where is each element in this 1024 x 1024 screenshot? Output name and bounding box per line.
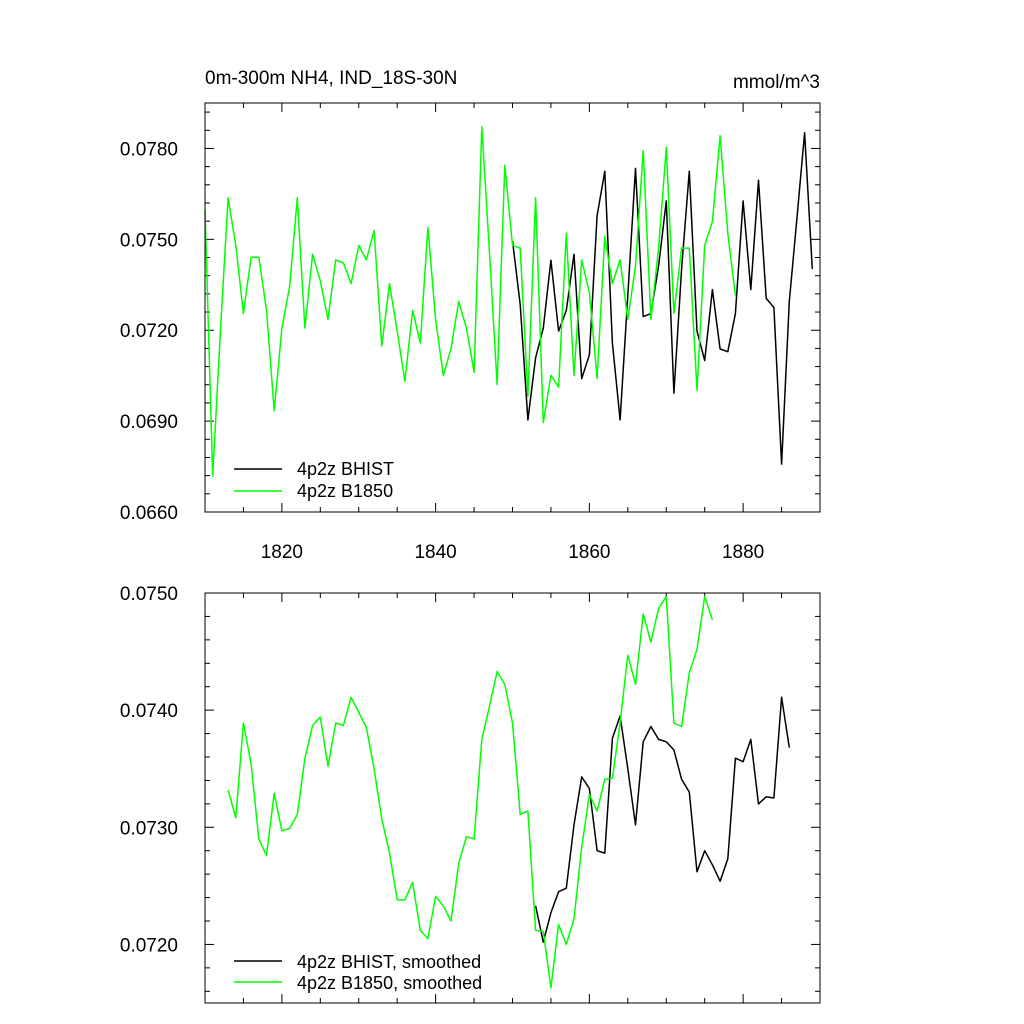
units-label: mmol/m^3: [733, 72, 820, 93]
y-tick-label: 0.0780: [120, 139, 178, 160]
y-tick-label: 0.0720: [120, 321, 178, 342]
top-series-line-0: [511, 131, 814, 465]
top-panel: 0m-300m NH4, IND_18S-30N mmol/m^3 1820 18…: [120, 68, 821, 563]
bottom-series-line-1: [227, 595, 714, 989]
x-tick-label: 1820: [261, 542, 303, 563]
chart-title: 0m-300m NH4, IND_18S-30N: [205, 68, 457, 89]
legend-label-bhist: 4p2z BHIST: [297, 459, 394, 479]
legend-label-bhist-smoothed: 4p2z BHIST, smoothed: [297, 952, 481, 972]
bottom-legend: 4p2z BHIST, smoothed 4p2z B1850, smoothe…: [234, 952, 482, 993]
bottom-series-lines: [227, 595, 791, 989]
bottom-series-line-0: [534, 696, 791, 943]
y-tick-label: 0.0750: [120, 584, 178, 605]
y-tick-label: 0.0660: [120, 503, 178, 524]
y-tick-label: 0.0730: [120, 818, 178, 839]
x-tick-label: 1880: [722, 542, 764, 563]
y-tick-label: 0.0740: [120, 701, 178, 722]
y-tick-label: 0.0750: [120, 230, 178, 251]
top-series-line-1: [204, 126, 737, 477]
y-tick-label: 0.0720: [120, 935, 178, 956]
top-series-lines: [204, 126, 814, 477]
bottom-axis-ticks: 0.0720 0.0730 0.0740 0.0750: [120, 584, 820, 1003]
top-plot-frame: [204, 102, 821, 513]
bottom-panel: 0.0720 0.0730 0.0740 0.0750 4p2z BHIST, smo…: [120, 584, 821, 1004]
bottom-plot-frame: [204, 592, 821, 1004]
top-legend: 4p2z BHIST 4p2z B1850: [234, 459, 394, 501]
legend-label-b1850-smoothed: 4p2z B1850, smoothed: [297, 973, 482, 993]
x-tick-label: 1840: [414, 542, 456, 563]
top-axis-ticks: 1820 1840 1860 1880 0.0660 0.0690 0.0720 0.0750…: [120, 103, 820, 563]
x-tick-label: 1860: [568, 542, 610, 563]
y-tick-label: 0.0690: [120, 412, 178, 433]
legend-label-b1850: 4p2z B1850: [297, 481, 393, 501]
